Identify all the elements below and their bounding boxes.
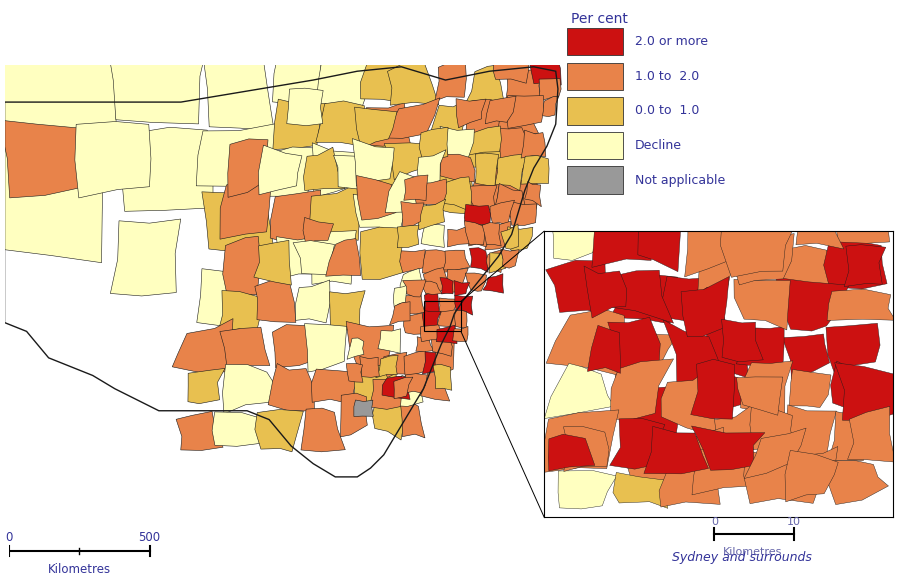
Bar [567,167,623,194]
Bar [567,63,623,90]
Text: Decline: Decline [635,139,682,152]
Bar [424,301,461,332]
Text: 0.0 to  1.0: 0.0 to 1.0 [635,104,699,117]
Bar [567,28,623,55]
Text: Sydney and surrounds: Sydney and surrounds [672,551,812,564]
Text: 0: 0 [711,517,717,527]
Text: 10: 10 [786,517,801,527]
Text: 0: 0 [5,531,13,544]
Text: 2.0 or more: 2.0 or more [635,35,707,48]
Text: 1.0 to  2.0: 1.0 to 2.0 [635,70,699,83]
Text: Per cent: Per cent [571,12,628,26]
Bar [567,97,623,124]
Text: Kilometres: Kilometres [723,547,782,558]
Text: Not applicable: Not applicable [635,174,725,187]
Bar [567,132,623,159]
Text: 500: 500 [139,531,161,544]
Text: Kilometres: Kilometres [48,563,111,576]
